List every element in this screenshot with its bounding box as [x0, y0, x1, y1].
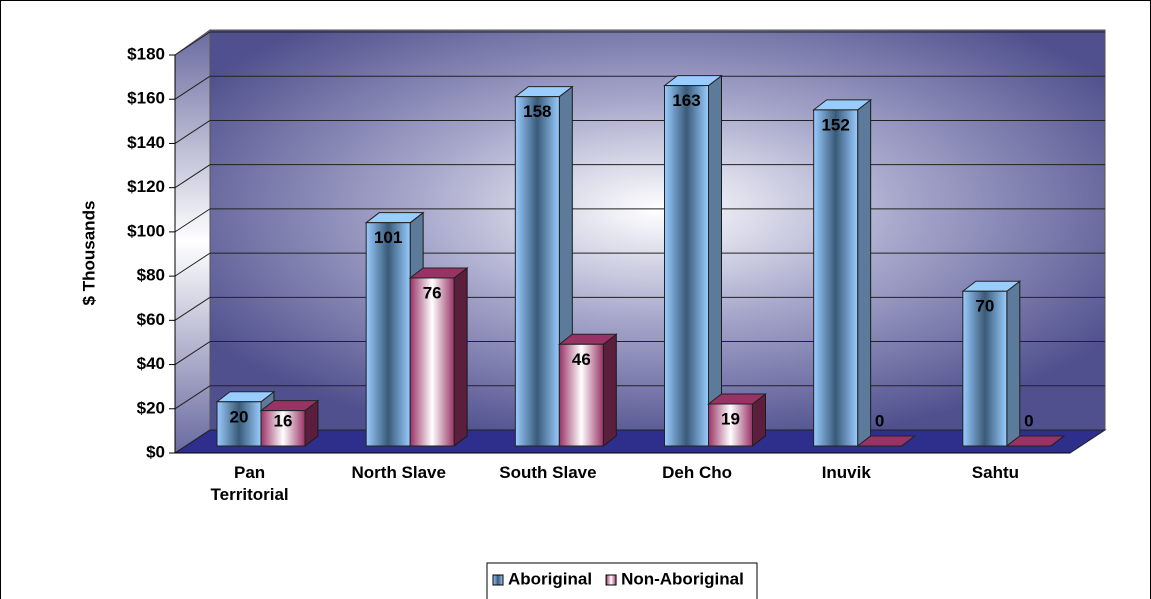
bar-top [1005, 435, 1066, 447]
data-label: 0 [875, 411, 884, 430]
data-label: 19 [721, 409, 740, 428]
data-label: 70 [975, 297, 994, 316]
x-tick-label: Pan Territorial [210, 463, 289, 504]
bar [514, 96, 560, 447]
data-label: 76 [423, 283, 442, 302]
grid-line [174, 429, 211, 454]
grid-line [174, 208, 211, 233]
x-tick-label: North Slave [351, 463, 446, 482]
grid-line [174, 31, 211, 56]
bar [813, 109, 859, 447]
data-label: 16 [274, 411, 293, 430]
grid-line [174, 296, 211, 321]
bar-side-shade [454, 267, 468, 446]
y-tick-label: $160 [127, 89, 165, 108]
x-tick-label-box: Sahtu [971, 463, 1020, 482]
y-tick-label: $100 [127, 221, 165, 240]
legend-swatch [492, 574, 504, 586]
grid-line [174, 120, 211, 144]
bar [558, 343, 604, 447]
y-tick-label: $60 [137, 310, 165, 329]
y-axis-title: $ Thousands [79, 201, 98, 306]
grid-line [174, 341, 211, 365]
y-tick-label: $180 [127, 44, 165, 63]
legend-box [486, 562, 758, 599]
data-label: 0 [1024, 411, 1033, 430]
data-label: 158 [523, 102, 551, 121]
data-label: 163 [672, 91, 700, 110]
bar [962, 290, 1008, 447]
y-tick-label: $20 [137, 398, 165, 417]
grid-line [174, 164, 211, 189]
grid-line [174, 385, 211, 410]
x-tick-label: South Slave [499, 463, 597, 482]
bar-side-shade [1006, 281, 1020, 446]
legend-swatch [605, 574, 617, 586]
x-tick-label: Deh Cho [662, 463, 733, 482]
bar-side-shade [305, 400, 318, 446]
legend-label: Aboriginal [508, 569, 592, 588]
y-tick-label: $40 [137, 354, 165, 373]
x-tick-label-box: Pan Territorial [210, 463, 289, 504]
x-tick-label: Sahtu [971, 463, 1020, 482]
y-tick-label: $120 [127, 177, 165, 196]
bar [409, 277, 455, 447]
x-tick-label-box: North Slave [351, 463, 446, 482]
bar [664, 85, 709, 447]
bar-side-shade [857, 99, 871, 447]
y-tick-label: $140 [127, 133, 165, 152]
data-label: 101 [374, 228, 402, 247]
bar-side-shade [752, 393, 766, 446]
legend-label: Non-Aboriginal [621, 569, 744, 588]
bar-side-shade [603, 334, 617, 446]
bar [365, 222, 411, 447]
grid-line [174, 252, 211, 277]
x-tick-label-box: Deh Cho [662, 463, 733, 482]
back-wall [209, 29, 1106, 431]
data-label: 20 [230, 407, 249, 426]
y-tick-label: $80 [137, 266, 165, 285]
bar [216, 401, 262, 447]
y-tick-label: $0 [146, 442, 165, 461]
data-label: 46 [572, 350, 591, 369]
bar-side-shade [708, 75, 722, 446]
bar [708, 403, 753, 447]
x-tick-label: Inuvik [821, 463, 871, 482]
bar-top [856, 435, 917, 447]
data-label: 152 [821, 115, 849, 134]
bar [260, 410, 306, 447]
grid-line [174, 75, 211, 100]
x-tick-label-box: Inuvik [821, 463, 871, 482]
x-tick-label-box: South Slave [499, 463, 597, 482]
